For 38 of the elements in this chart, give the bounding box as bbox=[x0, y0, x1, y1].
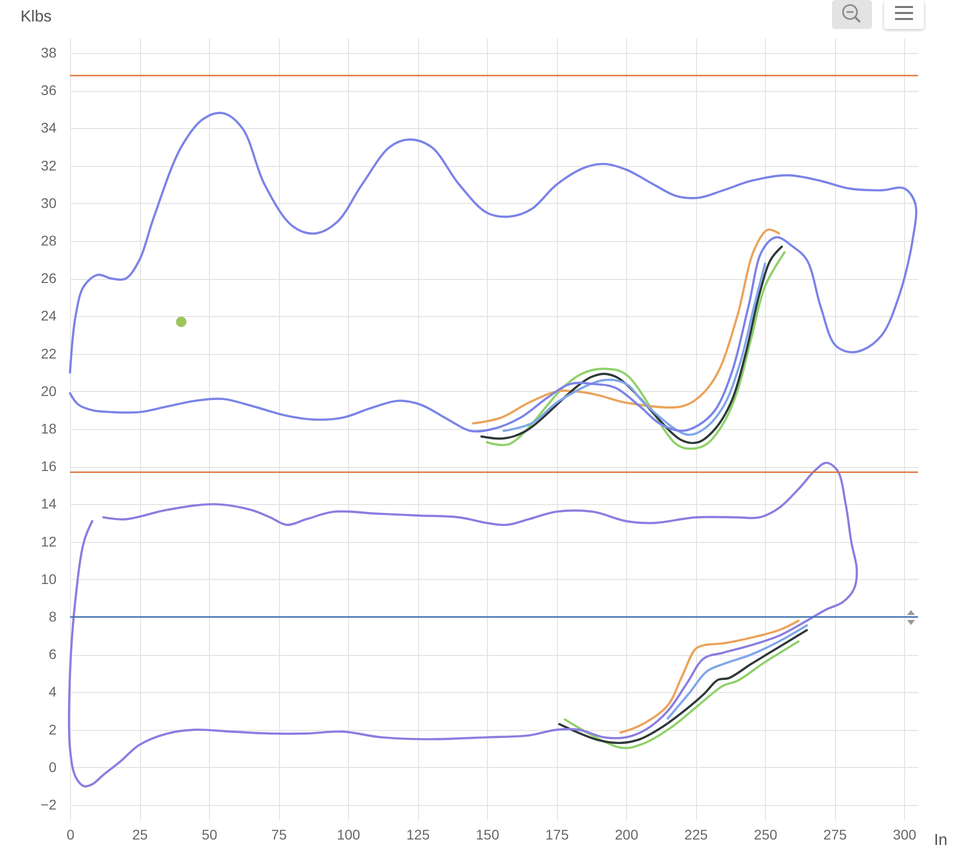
x-tick-label: 300 bbox=[892, 826, 916, 842]
x-tick-label: 125 bbox=[406, 826, 430, 842]
x-tick-label: 225 bbox=[684, 826, 708, 842]
x-tick-label: 100 bbox=[336, 826, 360, 842]
y-tick-label: 12 bbox=[40, 533, 57, 550]
y-tick-label: 6 bbox=[48, 646, 57, 662]
x-tick-label: 150 bbox=[476, 826, 500, 842]
x-tick-label: 275 bbox=[823, 826, 847, 842]
x-axis-title: In bbox=[934, 832, 948, 849]
x-tick-label: 75 bbox=[271, 826, 288, 842]
x-tick-label: 175 bbox=[545, 826, 569, 842]
y-tick-label: 24 bbox=[40, 308, 57, 324]
y-tick-label: 16 bbox=[40, 458, 57, 474]
y-tick-label: 20 bbox=[40, 382, 57, 399]
line-series bbox=[68, 112, 918, 432]
y-tick-label: 32 bbox=[40, 157, 57, 174]
y-tick-label: 22 bbox=[40, 345, 57, 362]
x-tick-label: 250 bbox=[754, 826, 778, 842]
y-tick-label: 34 bbox=[40, 120, 57, 136]
y-tick-label: 0 bbox=[48, 758, 57, 775]
y-tick-label: 2 bbox=[48, 721, 57, 738]
y-tick-label: 10 bbox=[40, 570, 57, 587]
y-tick-label: 18 bbox=[40, 420, 57, 436]
x-tick-label: 25 bbox=[132, 826, 148, 842]
y-tick-label: 36 bbox=[40, 82, 57, 98]
x-tick-label: 0 bbox=[66, 826, 75, 842]
y-tick-label: 30 bbox=[40, 194, 57, 211]
y-tick-label: 28 bbox=[40, 232, 57, 249]
x-tick-label: 200 bbox=[614, 826, 638, 842]
y-tick-label: 26 bbox=[40, 270, 57, 286]
y-axis-title: Klbs bbox=[20, 8, 52, 26]
y-tick-label: 4 bbox=[48, 684, 57, 700]
x-tick-label: 50 bbox=[202, 826, 218, 842]
y-tick-label: 8 bbox=[48, 608, 57, 624]
y-tick-label: 38 bbox=[40, 44, 57, 61]
y-tick-label: 14 bbox=[40, 496, 57, 512]
y-tick-label: −2 bbox=[40, 796, 57, 812]
line-series bbox=[68, 462, 858, 788]
